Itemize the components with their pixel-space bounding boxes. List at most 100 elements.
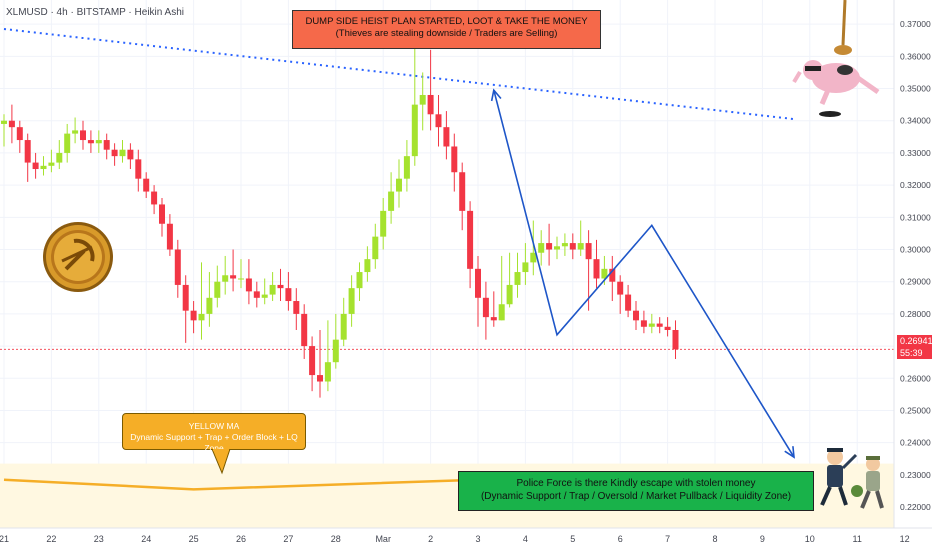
candle-body [356,272,363,289]
price-tick-label: 0.36000 [900,51,931,61]
candle-body [222,275,229,282]
candle-body [8,120,15,128]
candle [475,255,481,327]
candle [238,259,244,289]
time-tick-label: 9 [760,534,765,544]
time-tick-label: 26 [236,534,246,544]
candle-body [372,236,379,260]
candle-body [72,130,79,134]
candle [95,130,102,153]
candle [40,156,47,176]
candle-body [1,120,7,124]
candle [214,265,221,308]
police-note: Police Force is there Kindly escape with… [458,471,814,511]
candle [151,185,158,215]
candle [482,281,489,340]
current-price-value: 0.26941 [900,336,932,346]
candle-body [364,259,371,273]
candle-body [648,323,655,327]
price-tick-label: 0.28000 [900,309,931,319]
current-price-tag: 0.26941 55:39 [897,335,932,359]
candle-body [32,162,39,170]
candle [269,272,276,302]
candle [72,117,79,144]
candle-body [135,159,142,179]
candle [301,304,308,359]
chart-title: XLMUSD · 4h · BITSTAMP · Heikin Ashi [6,7,185,18]
candle [135,149,142,192]
candle-body [593,259,600,279]
candle [253,281,260,308]
candle-body [64,133,71,153]
candle-body [617,281,624,295]
time-tick-label: 23 [94,534,104,544]
candle-body [522,262,529,273]
candle [522,243,529,285]
candle-body [530,252,537,263]
candle [372,223,379,269]
candle-body [490,317,497,321]
candle [554,236,560,260]
time-tick-label: 24 [141,534,151,544]
candle [230,249,237,292]
price-tick-label: 0.33000 [900,148,931,158]
candle-body [332,339,339,363]
candle-body [656,323,663,327]
price-tick-label: 0.29000 [900,277,931,287]
time-tick-label: 22 [46,534,56,544]
candle [490,291,497,327]
thief-cartoon-icon [792,0,880,117]
candle-body [672,330,679,350]
candle-body [56,152,63,163]
candle [577,220,584,256]
projection-path [493,89,795,458]
time-tick-label: 21 [0,534,9,544]
candle [64,123,71,163]
yellow-ma-note-pointer [211,449,231,475]
candle-body [419,94,426,105]
candle [419,72,426,131]
candle-body [561,243,568,247]
candle-body [443,127,450,147]
candle [569,233,576,260]
price-tick-label: 0.32000 [900,180,931,190]
candle [617,275,624,314]
candle [403,140,410,192]
candle-body [348,288,355,314]
candle-body [609,268,616,282]
candle-body [151,191,158,205]
candle [506,252,513,308]
time-tick-label: 11 [853,534,862,544]
dotted-trendline [3,28,795,121]
arrow-heads [490,88,795,459]
price-tick-label: 0.25000 [900,405,931,415]
time-axis-background [0,528,932,550]
candle-body [87,140,94,144]
police-cartoon-icon [820,448,884,509]
candle-body [380,210,387,237]
candle-body [190,310,197,321]
police-line-1: Police Force is there Kindly escape with… [516,478,756,489]
candle-body [498,304,505,321]
candle [514,252,521,298]
candle [293,288,300,330]
candle [546,223,553,266]
candle-body [309,346,316,376]
candle-body [269,284,276,295]
price-tick-label: 0.24000 [900,438,931,448]
time-axis[interactable]: 21 22 23 24 25 26 27 28 Mar 2 3 4 5 6 7 8 9 10 11 12 [0,534,910,544]
candle-body [16,127,23,141]
candle [380,198,387,250]
yellow-ma-note: YELLOW MA Dynamic Support + Trap + Order… [122,413,306,453]
price-tick-label: 0.26000 [900,373,931,383]
candle-body [159,204,165,224]
candle-body [475,268,481,298]
candle-body [127,149,134,160]
heist-plan-line-2: (Thieves are stealing downside / Traders… [335,28,558,39]
candle [459,162,466,231]
candle-body [301,313,308,347]
time-tick-label: 27 [283,534,293,544]
candle [261,278,268,305]
candle-body [324,362,331,382]
